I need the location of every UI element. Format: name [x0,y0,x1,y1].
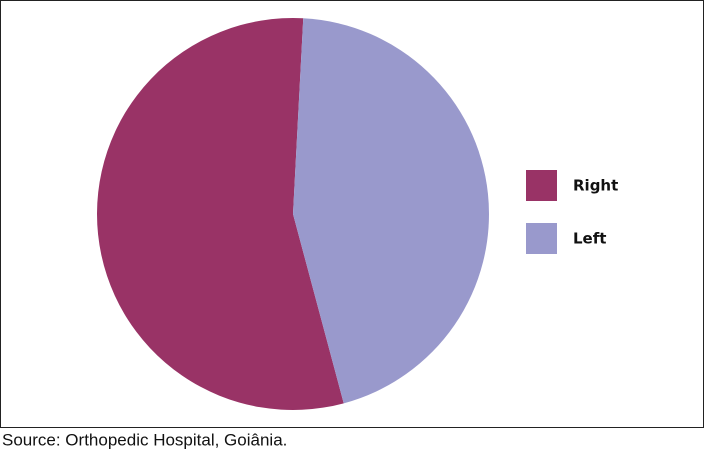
legend-label: Left [573,230,606,248]
legend-label: Right [573,177,618,195]
pie-slice [97,18,344,410]
legend-swatch [526,170,557,201]
legend-swatch [526,223,557,254]
source-note: Source: Orthopedic Hospital, Goiânia. [2,430,287,449]
pie-slice [293,18,490,404]
